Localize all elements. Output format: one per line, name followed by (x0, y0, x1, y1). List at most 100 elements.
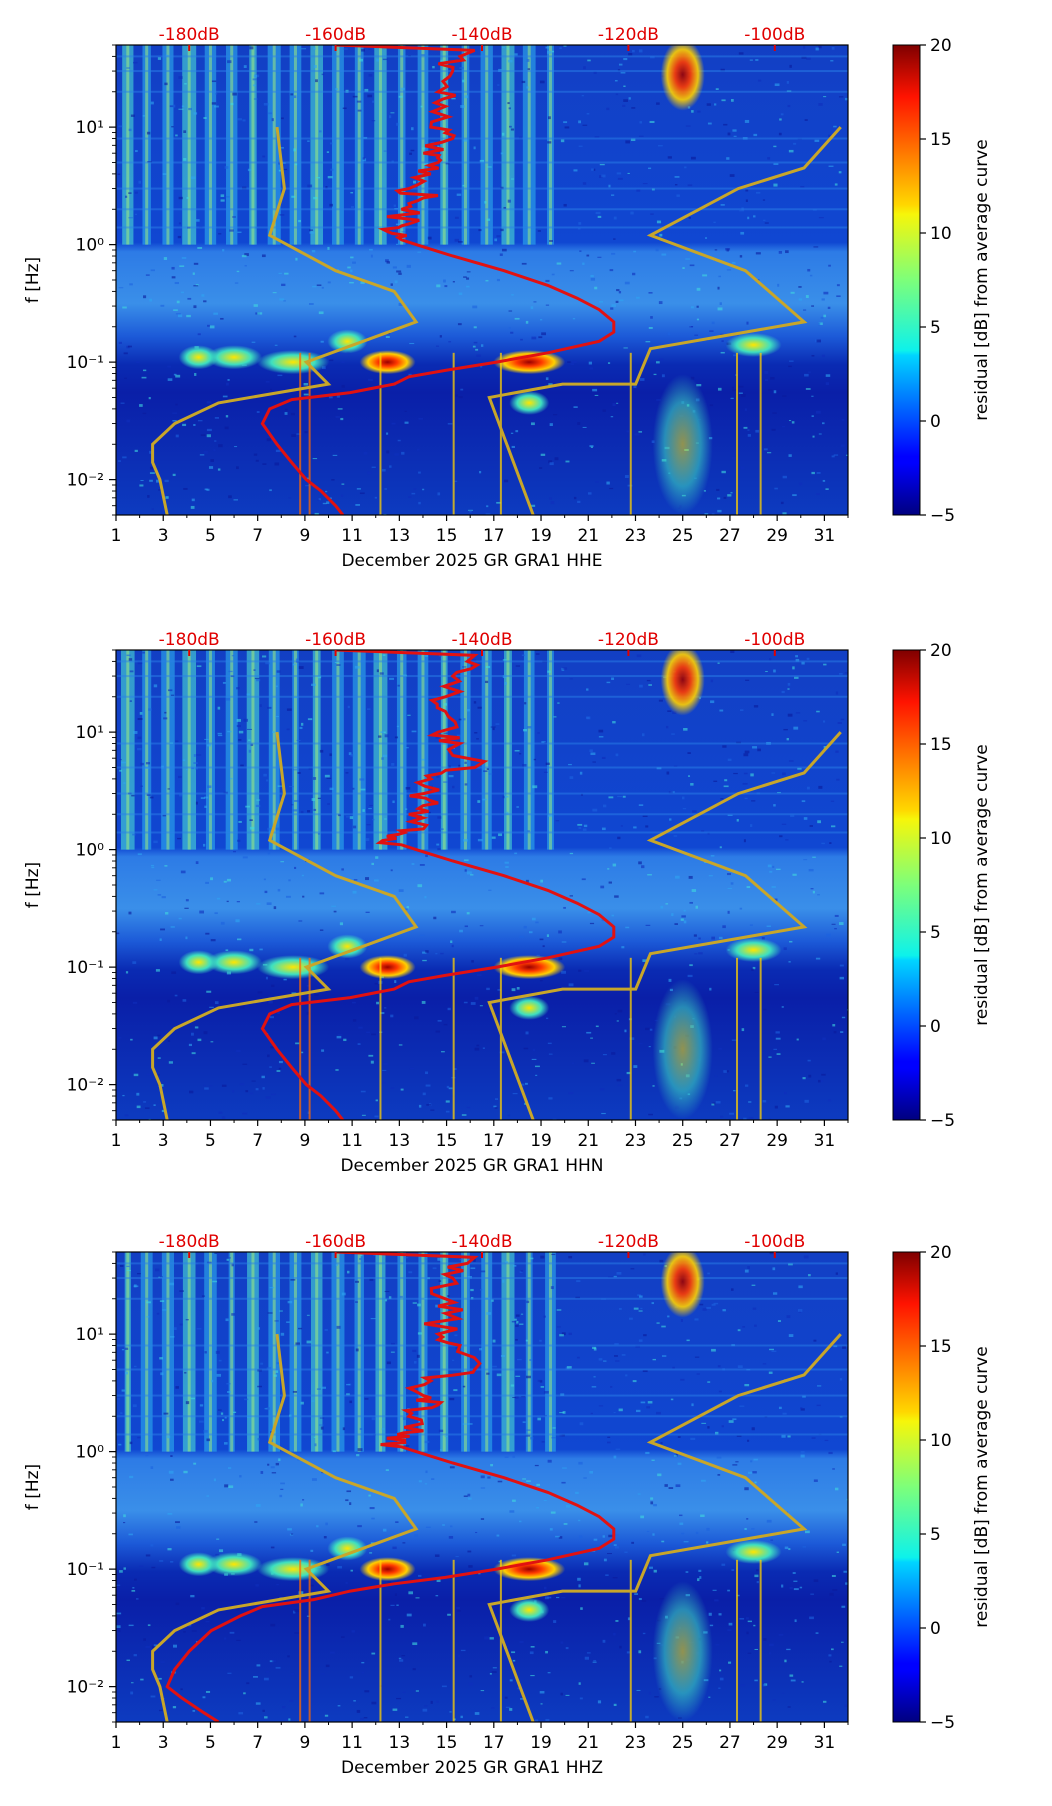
texture (162, 814, 166, 817)
texture (214, 417, 219, 419)
texture (317, 833, 321, 835)
texture (739, 709, 744, 712)
texture (511, 1651, 516, 1654)
texture (547, 1672, 551, 1674)
daily-band (373, 650, 388, 850)
texture (350, 1569, 353, 1572)
texture (389, 677, 395, 680)
texture (781, 1006, 784, 1008)
texture (833, 454, 839, 456)
texture (466, 709, 470, 712)
texture (842, 1345, 846, 1349)
texture (492, 1365, 497, 1368)
texture (151, 1566, 156, 1569)
texture (591, 1062, 595, 1064)
texture (754, 1648, 759, 1650)
texture (330, 1651, 335, 1654)
texture (767, 452, 772, 454)
texture (126, 1659, 130, 1662)
texture (530, 1646, 535, 1648)
texture (134, 1578, 137, 1581)
texture (228, 1257, 231, 1259)
texture (748, 1116, 754, 1119)
texture (249, 1092, 254, 1095)
texture (353, 879, 358, 881)
texture (405, 808, 408, 810)
texture (749, 924, 753, 926)
texture (193, 1462, 197, 1465)
texture (245, 805, 250, 808)
texture (629, 1037, 635, 1040)
texture (532, 1048, 536, 1052)
microseism-blob (178, 950, 219, 975)
texture (279, 1597, 283, 1599)
texture (145, 1554, 151, 1557)
texture (659, 1259, 664, 1263)
texture (467, 871, 472, 875)
texture (327, 281, 331, 284)
texture (727, 132, 731, 136)
texture (354, 665, 360, 669)
daily-band (161, 650, 175, 850)
colorbar-tick-label: 20 (930, 1243, 952, 1263)
texture (723, 1070, 727, 1073)
texture (746, 1617, 749, 1620)
texture (404, 1257, 409, 1259)
texture (395, 1521, 399, 1523)
texture (288, 879, 291, 882)
texture (390, 869, 393, 872)
texture (509, 1510, 515, 1513)
texture (304, 431, 308, 434)
texture (569, 776, 574, 779)
texture (394, 280, 398, 284)
texture (718, 1390, 722, 1393)
texture (320, 340, 324, 343)
texture (784, 1091, 787, 1095)
texture (757, 79, 762, 82)
texture (652, 1085, 655, 1087)
texture (295, 658, 298, 662)
texture (351, 1630, 355, 1633)
texture (822, 479, 826, 482)
texture (651, 1459, 655, 1461)
texture (543, 1390, 549, 1394)
texture (147, 1624, 151, 1627)
texture (520, 1269, 524, 1273)
texture (365, 838, 370, 842)
texture (807, 1059, 811, 1062)
texture (378, 735, 382, 738)
texture (751, 968, 754, 972)
y-tick-label: 10⁰ (76, 841, 105, 861)
texture (844, 1704, 848, 1707)
texture (349, 281, 354, 284)
texture (269, 1660, 274, 1663)
daily-band-core (485, 45, 489, 245)
texture (834, 914, 839, 917)
texture (803, 309, 807, 311)
texture (773, 390, 777, 394)
texture (787, 713, 793, 717)
texture (480, 1475, 485, 1479)
texture (443, 1023, 448, 1026)
texture (647, 874, 652, 876)
texture (470, 1267, 476, 1270)
texture (390, 112, 395, 114)
texture (409, 1067, 415, 1070)
texture (718, 1047, 722, 1050)
texture (671, 913, 674, 917)
texture (290, 1672, 295, 1676)
daily-band (418, 1252, 428, 1452)
texture (462, 1385, 466, 1388)
texture (681, 796, 685, 800)
texture (658, 699, 663, 702)
microseism-blob (509, 1597, 550, 1622)
texture (149, 796, 154, 799)
texture (196, 1328, 202, 1330)
texture (589, 367, 594, 370)
texture (253, 669, 256, 671)
texture (218, 1111, 223, 1114)
texture (802, 1546, 807, 1548)
texture (279, 1494, 283, 1498)
daily-band-core (378, 45, 382, 245)
texture (128, 1624, 134, 1627)
